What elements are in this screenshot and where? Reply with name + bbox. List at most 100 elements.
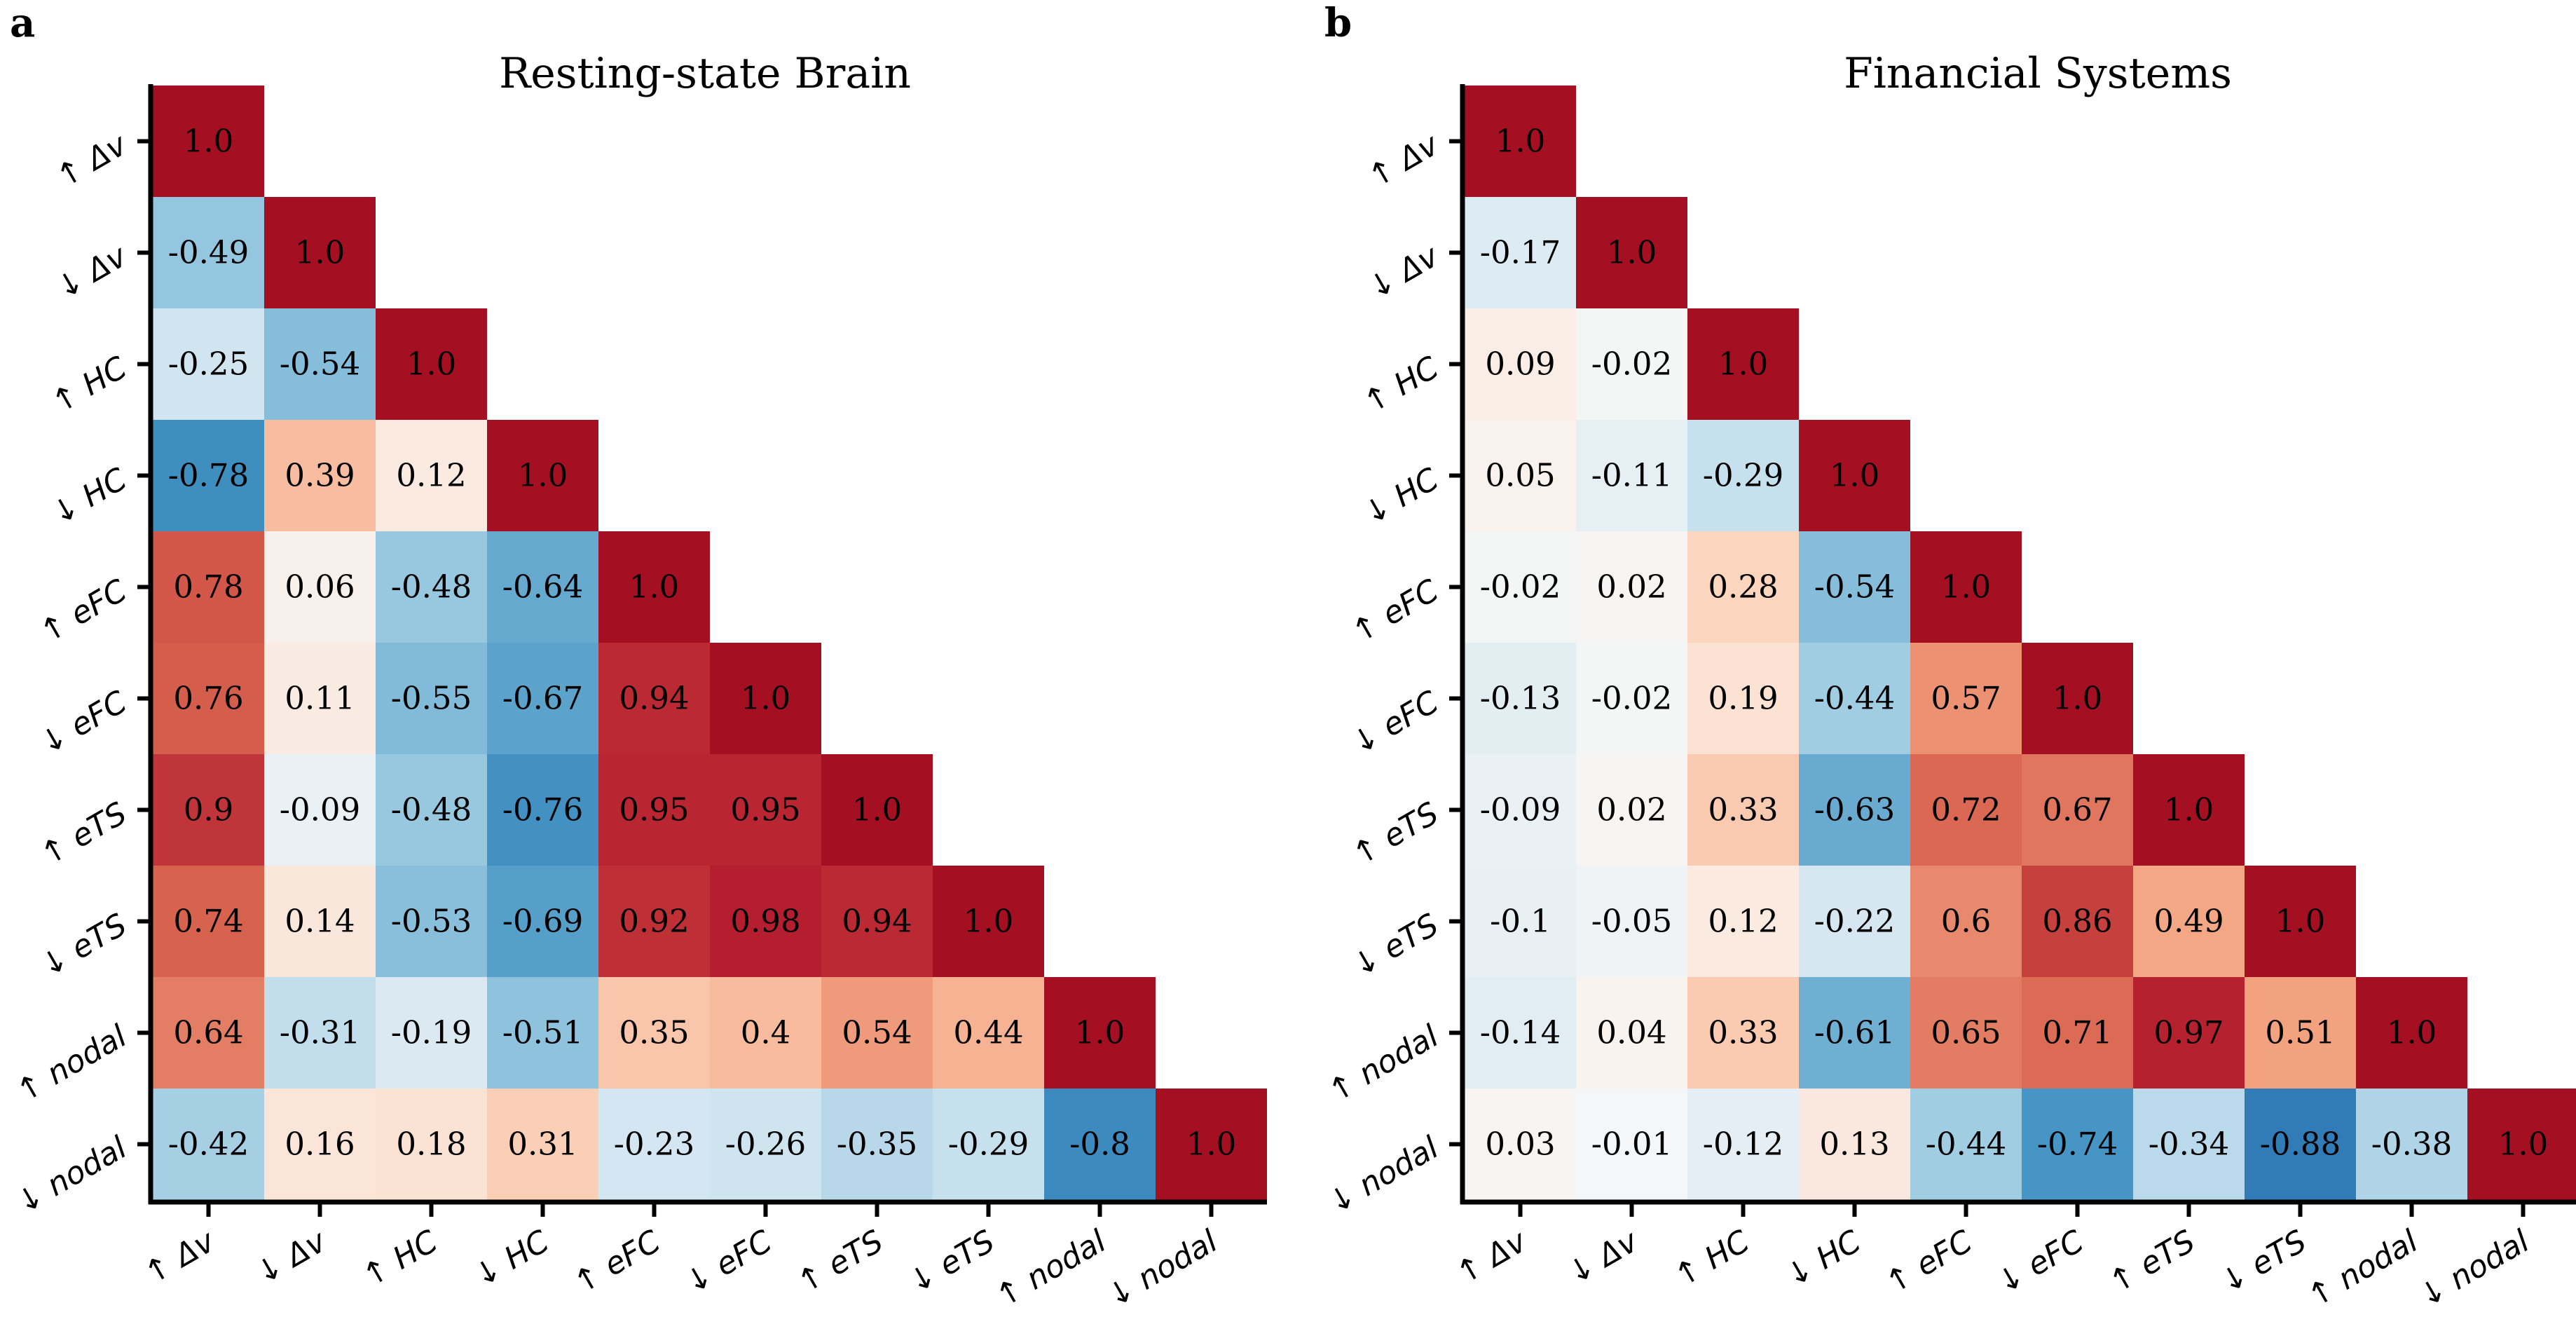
panel-a-cell-down-efc-vs-down-delta-v [264, 643, 376, 754]
panel-b-cell-up-efc-vs-up-efc [1910, 531, 2022, 643]
panel-b-cell-value: 0.12 [1708, 903, 1778, 940]
panel-a-cell-value: -0.76 [502, 791, 583, 828]
panel-a-cell-down-ets-vs-up-hc [376, 866, 487, 977]
panel-b-cell-value: 0.19 [1708, 680, 1778, 717]
panel-a-cell-value: 0.12 [396, 457, 466, 494]
panel-b-cell-value: -0.61 [1814, 1014, 1895, 1051]
panel-a-cell-value: 1.0 [518, 457, 568, 494]
panel-a-cell-value: 0.16 [285, 1126, 355, 1163]
panel-a-cell-down-ets-vs-up-delta-v [153, 866, 264, 977]
panel-a-cell-up-ets-vs-up-efc [598, 754, 710, 866]
panel-b-cell-value: 1.0 [1941, 568, 1992, 606]
panel-b-y-tick-label-up-ets: ↑ eTS [1346, 796, 1444, 873]
panel-a-cell-value: -0.49 [168, 234, 249, 271]
panel-a-cell-value: -0.78 [168, 457, 249, 494]
panel-a-cell-up-ets-vs-up-ets [821, 754, 933, 866]
panel-a-x-tick-label-down-ets: ↓ eTS [903, 1223, 1001, 1301]
panel-a-heatmap-cells: 1.0 -0.49 1.0 -0.25 -0.54 1.0 -0.78 0.39 0.12 1.0… [153, 86, 1267, 1200]
panel-a-cell-down-nodal-vs-up-hc [376, 1089, 487, 1200]
panel-a-cell-up-nodal-vs-up-nodal [1044, 977, 1156, 1089]
panel-b-cell-up-efc-vs-up-delta-v [1465, 531, 1576, 643]
panel-b-cell-value: 0.05 [1485, 457, 1555, 494]
panel-b-cell-up-nodal-vs-down-efc [2022, 977, 2133, 1089]
panel-a-cell-value: -0.19 [391, 1014, 472, 1051]
panel-b-y-tick-label-down-ets: ↓ eTS [1346, 907, 1444, 985]
panel-b-y-tick-label-up-delta-v: ↑ Δv [1362, 126, 1445, 195]
panel-b-cell-down-efc-vs-down-efc [2022, 643, 2133, 754]
panel-b-cell-up-efc-vs-down-delta-v [1576, 531, 1687, 643]
panel-b-cell-value: -0.17 [1480, 234, 1561, 271]
panel-b-cell-value: 0.28 [1708, 568, 1778, 606]
panel-b-cell-down-ets-vs-down-hc [1799, 866, 1910, 977]
panel-a-cell-up-efc-vs-up-efc [598, 531, 710, 643]
panel-a-x-tick-label-up-ets: ↑ eTS [791, 1223, 889, 1301]
panel-a-cell-value: -0.26 [725, 1126, 806, 1163]
panel-a-cell-value: 0.14 [285, 903, 355, 940]
panel-b-cell-value: 1.0 [2275, 903, 2326, 940]
panel-a-cell-down-nodal-vs-down-nodal [1156, 1089, 1267, 1200]
panel-b-cell-up-delta-v-vs-up-delta-v [1465, 86, 1576, 197]
panel-b-cell-value: 0.03 [1485, 1126, 1555, 1163]
panel-b-cell-value: 0.02 [1596, 568, 1666, 606]
panel-b-cell-down-hc-vs-down-hc [1799, 420, 1910, 531]
panel-a-y-tick-label-up-efc: ↑ eFC [34, 573, 133, 650]
panel-a-x-tick-label-down-delta-v: ↓ Δv [249, 1223, 333, 1292]
panel-b-cell-value: 0.09 [1485, 346, 1555, 383]
panel-b-cell-down-efc-vs-down-delta-v [1576, 643, 1687, 754]
panel-a-y-tick-label-down-efc: ↓ eFC [34, 684, 133, 762]
panel-b-x-tick-label-up-ets: ↑ eTS [2103, 1223, 2201, 1301]
panel-b-cell-value: 1.0 [1607, 234, 1657, 271]
panel-a-cell-up-ets-vs-down-delta-v [264, 754, 376, 866]
panel-a-cell-up-hc-vs-down-delta-v [264, 308, 376, 420]
panel-b-cell-down-ets-vs-up-delta-v [1465, 866, 1576, 977]
panel-b-x-tick-label-down-delta-v: ↓ Δv [1561, 1223, 1645, 1292]
panel-a-cell-up-efc-vs-down-delta-v [264, 531, 376, 643]
panel-a-cell-value: 0.64 [173, 1014, 243, 1051]
panel-b-cell-value: -0.14 [1480, 1014, 1561, 1051]
panel-b-cell-down-nodal-vs-up-efc [1910, 1089, 2022, 1200]
panel-b-cell-up-nodal-vs-down-hc [1799, 977, 1910, 1089]
panel-a-cell-up-nodal-vs-up-ets [821, 977, 933, 1089]
panel-b-x-tick-label-up-efc: ↑ eFC [1879, 1223, 1978, 1301]
panel-b-cell-up-efc-vs-down-hc [1799, 531, 1910, 643]
panel-b-cell-down-ets-vs-up-hc [1687, 866, 1799, 977]
panel-a-cell-value: 1.0 [741, 680, 791, 717]
panel-a-cell-up-nodal-vs-up-efc [598, 977, 710, 1089]
panel-b-cell-value: 1.0 [1830, 457, 1880, 494]
panel-a-cell-up-nodal-vs-down-efc [710, 977, 821, 1089]
panel-a-cell-value: 0.06 [285, 568, 355, 606]
panel-b-cell-down-nodal-vs-down-efc [2022, 1089, 2133, 1200]
panel-b-cell-up-ets-vs-up-delta-v [1465, 754, 1576, 866]
panel-a-cell-down-delta-v-vs-up-delta-v [153, 197, 264, 308]
panel-a-x-tick-label-up-efc: ↑ eFC [567, 1223, 666, 1301]
panel-a-cell-value: -0.25 [168, 346, 249, 383]
panel-a-cell-up-hc-vs-up-delta-v [153, 308, 264, 420]
panel-a-cell-value: 1.0 [964, 903, 1014, 940]
panel-b-cell-value: -0.38 [2371, 1126, 2452, 1163]
panel-a-y-tick-label-down-nodal: ↓ nodal [10, 1129, 133, 1221]
panel-b-x-tick-label-down-hc: ↓ HC [1779, 1223, 1867, 1295]
panel-a-cell-value: -0.8 [1069, 1126, 1130, 1163]
panel-a-x-tick-label-up-delta-v: ↑ Δv [138, 1223, 221, 1292]
panel-a-cell-value: 0.4 [741, 1014, 791, 1051]
panel-a-cell-value: -0.31 [280, 1014, 360, 1051]
panel-b-cell-up-ets-vs-down-hc [1799, 754, 1910, 866]
panel-b-cell-down-ets-vs-down-efc [2022, 866, 2133, 977]
panel-b-heatmap-cells: 1.0 -0.17 1.0 0.09 -0.02 1.0 0.05 -0.11 -0.29 1.0… [1465, 86, 2576, 1200]
panel-b-cell-value: -0.22 [1814, 903, 1895, 940]
panel-a-cell-down-nodal-vs-down-hc [487, 1089, 598, 1200]
panel-a-cell-value: 1.0 [1075, 1014, 1125, 1051]
panel-a-cell-value: 0.76 [173, 680, 243, 717]
panel-b-cell-value: 0.72 [1931, 791, 2001, 828]
panel-a-y-tick-label-up-hc: ↑ HC [46, 350, 133, 421]
panel-a-cell-up-nodal-vs-up-hc [376, 977, 487, 1089]
panel-b-title: Financial Systems [1844, 49, 2232, 98]
panel-b-cell-value: 0.6 [1941, 903, 1992, 940]
panel-a-cell-up-delta-v-vs-up-delta-v [153, 86, 264, 197]
panel-a-cell-value: 0.98 [730, 903, 800, 940]
panel-b-cell-down-nodal-vs-up-nodal [2356, 1089, 2467, 1200]
panel-b-cell-down-efc-vs-down-hc [1799, 643, 1910, 754]
panel-a-cell-up-ets-vs-up-delta-v [153, 754, 264, 866]
panel-b-cell-down-efc-vs-up-hc [1687, 643, 1799, 754]
panel-a-cell-down-ets-vs-down-hc [487, 866, 598, 977]
